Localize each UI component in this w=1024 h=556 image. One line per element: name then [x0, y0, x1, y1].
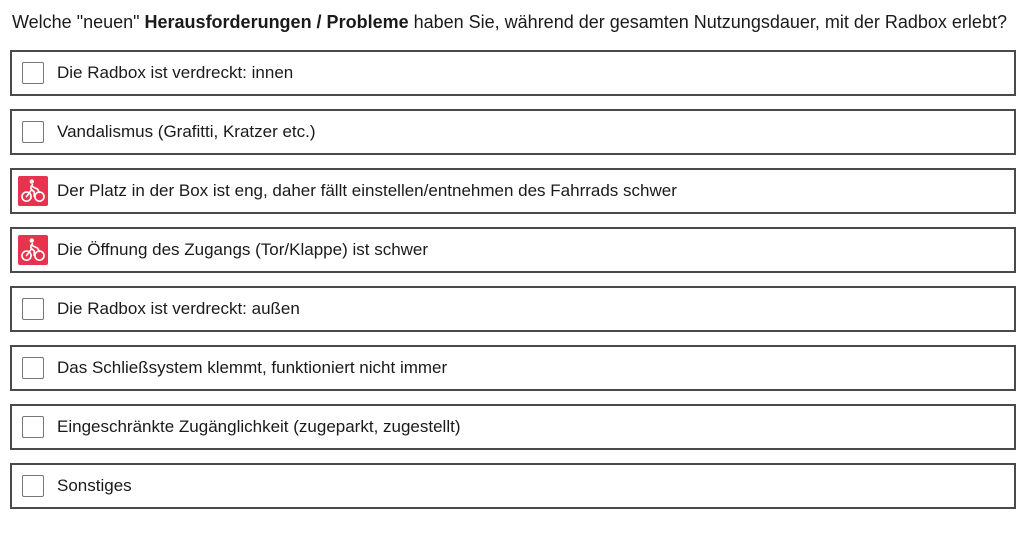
option-row-2[interactable]: Vandalismus (Grafitti, Kratzer etc.): [10, 109, 1016, 155]
option-label: Der Platz in der Box ist eng, daher fäll…: [57, 181, 677, 200]
checkbox[interactable]: [21, 416, 44, 438]
question-suffix: haben Sie, während der gesamten Nutzungs…: [408, 12, 1007, 32]
option-row-3[interactable]: Der Platz in der Box ist eng, daher fäll…: [10, 168, 1016, 214]
checkbox[interactable]: [21, 62, 44, 84]
option-row-4[interactable]: Die Öffnung des Zugangs (Tor/Klappe) ist…: [10, 227, 1016, 273]
option-label: Eingeschränkte Zugänglichkeit (zugeparkt…: [57, 417, 461, 436]
option-label: Sonstiges: [57, 476, 132, 495]
option-row-5[interactable]: Die Radbox ist verdreckt: außen: [10, 286, 1016, 332]
option-row-1[interactable]: Die Radbox ist verdreckt: innen: [10, 50, 1016, 96]
option-label: Die Radbox ist verdreckt: außen: [57, 299, 300, 318]
option-row-6[interactable]: Das Schließsystem klemmt, funktioniert n…: [10, 345, 1016, 391]
option-lead-slot: [17, 353, 48, 384]
checkbox[interactable]: [21, 298, 44, 320]
option-row-7[interactable]: Eingeschränkte Zugänglichkeit (zugeparkt…: [10, 404, 1016, 450]
question-text: Welche "neuen" Herausforderungen / Probl…: [0, 0, 1024, 35]
checkbox[interactable]: [21, 121, 44, 143]
option-lead-slot: [17, 176, 48, 207]
option-label: Vandalismus (Grafitti, Kratzer etc.): [57, 122, 316, 141]
cyclist-icon[interactable]: [17, 235, 48, 265]
cyclist-icon[interactable]: [17, 176, 48, 206]
option-lead-slot: [17, 471, 48, 502]
question-prefix: Welche "neuen": [12, 12, 145, 32]
option-lead-slot: [17, 58, 48, 89]
option-label: Das Schließsystem klemmt, funktioniert n…: [57, 358, 448, 377]
question-emphasis: Herausforderungen / Probleme: [144, 12, 409, 32]
option-lead-slot: [17, 235, 48, 266]
options-list: Die Radbox ist verdreckt: innen Vandalis…: [10, 50, 1016, 509]
option-lead-slot: [17, 294, 48, 325]
checkbox[interactable]: [21, 475, 44, 497]
option-label: Die Radbox ist verdreckt: innen: [57, 63, 294, 82]
option-row-8[interactable]: Sonstiges: [10, 463, 1016, 509]
option-label: Die Öffnung des Zugangs (Tor/Klappe) ist…: [57, 240, 429, 259]
option-lead-slot: [17, 117, 48, 148]
option-lead-slot: [17, 412, 48, 443]
checkbox[interactable]: [21, 357, 44, 379]
